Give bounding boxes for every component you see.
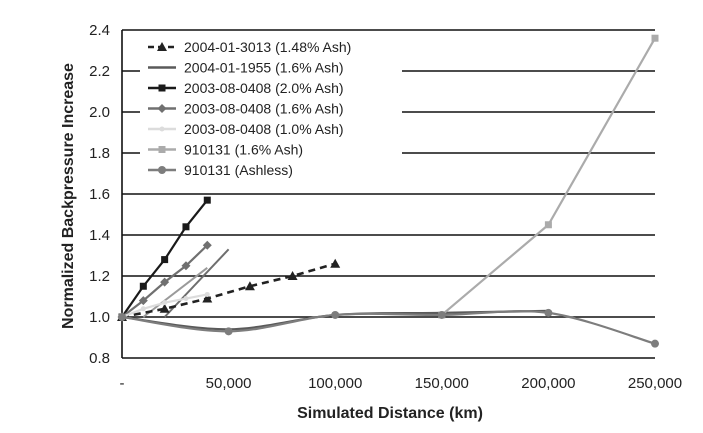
y-tick-label: 1.4 [89, 227, 110, 244]
legend-label: 2003-08-0408 (1.0% Ash) [184, 121, 344, 137]
y-tick-label: 2.4 [89, 22, 110, 39]
data-point [183, 296, 189, 302]
data-point [330, 258, 341, 268]
series-line-6 [121, 310, 656, 345]
data-point [651, 339, 659, 348]
data-point [118, 313, 126, 321]
data-point [331, 310, 340, 319]
data-point [202, 293, 213, 303]
data-point [287, 271, 298, 280]
data-point [159, 126, 165, 132]
legend: 2004-01-3013 (1.48% Ash) 2004-01-1955 (1.… [140, 35, 402, 188]
x-tick-label: 100,000 [308, 375, 362, 392]
data-point [244, 281, 255, 291]
x-tick-label: - [120, 375, 125, 392]
legend-label: 2003-08-0408 (2.0% Ash) [184, 80, 344, 96]
x-axis-title: Simulated Distance (km) [297, 405, 483, 422]
data-point [162, 300, 168, 306]
data-point [157, 42, 167, 51]
data-point [157, 104, 167, 113]
data-point [158, 84, 166, 92]
data-point [158, 146, 166, 153]
series-line-0 [121, 262, 336, 319]
data-point [161, 256, 169, 264]
data-point [181, 261, 191, 271]
y-tick-label: 1.2 [89, 268, 110, 285]
legend-label: 910131 (Ashless) [184, 162, 293, 178]
data-point [140, 306, 146, 312]
y-tick-labels: 0.8 1.0 1.2 1.4 1.6 1.8 2.0 2.2 2.4 [89, 22, 110, 367]
x-tick-labels: - 50,000 100,000 150,000 200,000 250,000 [120, 375, 683, 392]
data-point [160, 277, 170, 287]
legend-label: 2003-08-0408 (1.6% Ash) [184, 101, 344, 117]
x-tick-label: 200,000 [521, 375, 575, 392]
axes [121, 30, 655, 359]
data-point [159, 303, 170, 313]
x-tick-label: 250,000 [628, 375, 682, 392]
data-point [182, 223, 190, 231]
y-tick-label: 1.8 [89, 145, 110, 162]
extra-line [142, 267, 208, 318]
y-tick-label: 1.6 [89, 186, 110, 203]
data-point [138, 296, 148, 306]
data-point [204, 291, 210, 297]
data-point [651, 34, 659, 42]
y-tick-label: 1.0 [89, 309, 110, 326]
data-point [158, 166, 166, 174]
series-group [117, 34, 659, 348]
legend-label: 2004-01-3013 (1.48% Ash) [184, 39, 351, 55]
y-tick-label: 2.2 [89, 63, 110, 80]
data-point [437, 310, 446, 319]
x-tick-label: 50,000 [206, 375, 252, 392]
data-point [202, 240, 212, 250]
data-point [544, 221, 552, 229]
data-point [139, 282, 147, 290]
y-tick-label: 0.8 [89, 350, 110, 367]
data-point [224, 327, 233, 336]
legend-label: 2004-01-1955 (1.6% Ash) [184, 60, 344, 76]
x-tick-label: 150,000 [415, 375, 469, 392]
legend-label: 910131 (1.6% Ash) [184, 142, 303, 158]
data-point [203, 196, 211, 204]
data-point [544, 308, 553, 317]
y-tick-label: 2.0 [89, 104, 110, 121]
y-axis-title: Normalized Backpressure Increase [60, 63, 77, 329]
legend-box [140, 35, 402, 188]
series-line-5 [441, 37, 656, 316]
